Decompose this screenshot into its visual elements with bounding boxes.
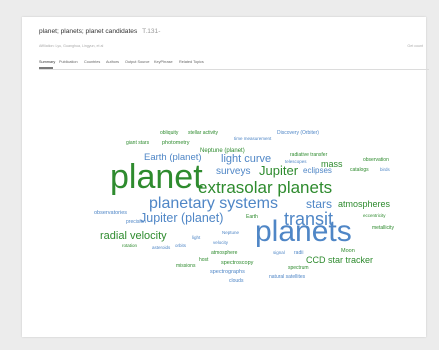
cloud-word[interactable]: eccentricity (363, 213, 386, 218)
cloud-word[interactable]: signal (273, 250, 285, 255)
cloud-word[interactable]: light curve (221, 153, 272, 165)
meta-info: Affiliation: Lyu, Guanghua, Lingyun, et … (39, 44, 104, 48)
cloud-word[interactable]: radiative transfer (290, 152, 328, 158)
active-tab-indicator (39, 67, 53, 69)
cloud-word[interactable]: host (199, 257, 209, 263)
cloud-word[interactable]: radial velocity (100, 230, 167, 242)
tab-authors[interactable]: Authors (106, 60, 120, 64)
cloud-word[interactable]: rotation (122, 243, 138, 248)
cloud-word[interactable]: Neptune (planet) (200, 148, 245, 154)
cloud-word[interactable]: atmosphere (211, 250, 238, 256)
cloud-word[interactable]: obliquity (160, 130, 179, 136)
cloud-word[interactable]: metallicity (372, 225, 394, 231)
cloud-word[interactable]: atmospheres (338, 199, 391, 209)
cloud-word[interactable]: velocity (213, 240, 229, 245)
cloud-word[interactable]: catalogs (350, 167, 369, 173)
tab-countries[interactable]: Countries (84, 60, 101, 64)
tab-bar: Summary Publication Countries Authors Ou… (39, 58, 429, 70)
cloud-word[interactable]: telescopes (285, 159, 307, 164)
cloud-word[interactable]: orbits (175, 243, 187, 248)
tab-keyphrase[interactable]: KeyPhrase (154, 60, 173, 64)
meta-row: Affiliation: Lyu, Guanghua, Lingyun, et … (39, 42, 423, 50)
tab-related-topics[interactable]: Related Topics (179, 60, 204, 64)
topic-title: planet; planets; planet candidates (39, 28, 138, 35)
cloud-word[interactable]: Jupiter (planet) (140, 211, 224, 225)
cloud-word[interactable]: clouds (229, 278, 244, 284)
cloud-word[interactable]: planet (110, 158, 203, 196)
cloud-word[interactable]: light (192, 235, 201, 240)
cloud-word[interactable]: precision (126, 219, 147, 225)
cloud-word[interactable]: stars (306, 197, 333, 211)
cloud-word[interactable]: stellar activity (188, 130, 219, 136)
topic-card (22, 17, 426, 337)
page-title: planet; planets; planet candidates T.131… (39, 28, 160, 35)
get-count-link[interactable]: Get count (407, 44, 423, 48)
cloud-word[interactable]: spectrographs (210, 269, 245, 275)
cloud-word[interactable]: observatories (94, 210, 128, 216)
cloud-word[interactable]: birds (380, 167, 390, 172)
cloud-word[interactable]: Earth (planet) (144, 152, 202, 163)
cloud-word[interactable]: mass (321, 159, 343, 169)
cloud-word[interactable]: planetary systems (149, 195, 278, 212)
cloud-word[interactable]: spectroscopy (221, 260, 254, 266)
cloud-word[interactable]: giant stars (126, 140, 150, 146)
tab-summary[interactable]: Summary (39, 60, 56, 64)
cloud-word[interactable]: eclipses (303, 166, 332, 175)
cloud-word[interactable]: asteroids (152, 245, 171, 250)
cloud-word[interactable]: observation (363, 157, 389, 163)
tab-output-source[interactable]: Output Source (125, 60, 150, 64)
cloud-word[interactable]: time measurement (234, 136, 272, 141)
cloud-word[interactable]: surveys (216, 166, 251, 177)
cloud-word[interactable]: Discovery (Orbiter) (277, 130, 319, 136)
cloud-word[interactable]: photometry (162, 140, 190, 146)
cloud-word[interactable]: radii (294, 250, 304, 256)
cloud-word[interactable]: Jupiter (259, 163, 299, 178)
cloud-word[interactable]: CCD star tracker (306, 255, 374, 265)
cloud-word[interactable]: extrasolar planets (198, 178, 333, 197)
cloud-word[interactable]: Moon (341, 248, 355, 254)
tab-publication[interactable]: Publication (59, 60, 78, 64)
cloud-word[interactable]: Earth (246, 214, 258, 220)
cloud-word[interactable]: transit (284, 209, 334, 229)
cloud-word[interactable]: missions (176, 263, 196, 269)
cloud-word[interactable]: Neptune (222, 230, 240, 235)
topic-count: T.131- (142, 28, 161, 35)
cloud-word[interactable]: planets (255, 215, 352, 248)
cloud-word[interactable]: spectrum (288, 265, 309, 271)
cloud-word[interactable]: natural satellites (269, 274, 306, 280)
